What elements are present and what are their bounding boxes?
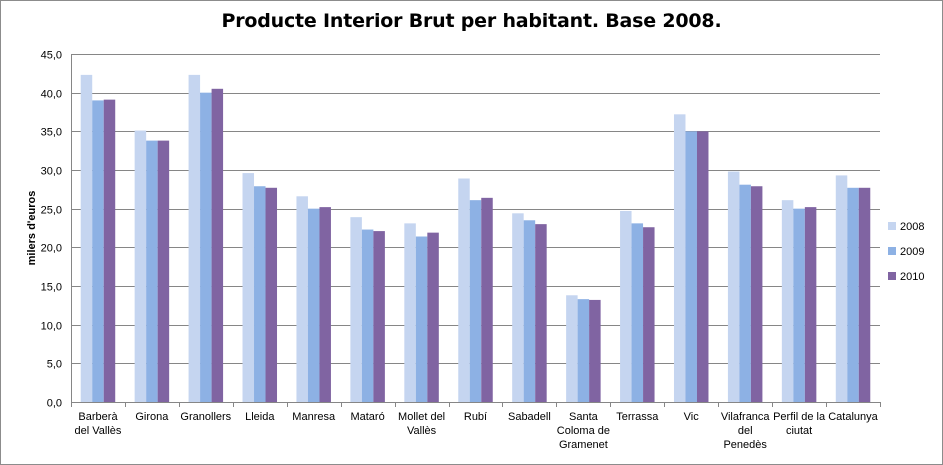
- bar-2009: [415, 236, 428, 402]
- bar-2008: [673, 114, 686, 402]
- x-tick-label: Santa: [569, 411, 599, 423]
- bar-2009: [92, 100, 104, 403]
- legend-swatch-2008: [888, 222, 896, 230]
- bar-2010: [265, 187, 278, 402]
- bar-2009: [146, 140, 158, 403]
- bar-2009: [254, 186, 266, 402]
- y-tick-label: 0,0: [47, 398, 62, 410]
- bar-2010: [589, 299, 601, 402]
- x-tick-label: Manresa: [292, 411, 336, 423]
- bar-2009: [469, 200, 482, 402]
- bar-2010: [750, 186, 763, 402]
- bar-2008: [188, 74, 201, 402]
- bar-2009: [577, 299, 590, 402]
- bar-2010: [804, 207, 817, 402]
- chart-title: Producte Interior Brut per habitant. Bas…: [221, 10, 722, 32]
- legend-label-2010: 2010: [900, 271, 924, 283]
- x-tick-label: del Vallès: [75, 425, 122, 437]
- legend-swatch-2009: [888, 247, 896, 255]
- bar-2008: [80, 74, 93, 402]
- x-tick-label: Girona: [135, 411, 169, 423]
- y-tick-label: 35,0: [41, 127, 62, 139]
- bar-2008: [566, 295, 578, 402]
- bar-2010: [103, 99, 116, 402]
- bar-2009: [793, 208, 805, 402]
- x-tick-label: Mollet del: [398, 411, 445, 423]
- y-tick-label: 30,0: [41, 166, 62, 178]
- bar-2009: [685, 131, 697, 402]
- bar-2008: [404, 223, 416, 402]
- bar-2009: [523, 220, 536, 402]
- x-tick-label: Rubí: [464, 411, 487, 423]
- bar-2008: [458, 178, 470, 402]
- legend-swatch-2010: [888, 272, 896, 280]
- bar-2008: [134, 130, 147, 402]
- bar-2010: [696, 131, 709, 402]
- x-tick-label: Lleida: [245, 411, 275, 423]
- x-tick-label: del: [738, 425, 753, 437]
- bar-2010: [427, 232, 439, 402]
- bar-2010: [858, 187, 871, 402]
- x-tick-label: Coloma de: [557, 425, 610, 437]
- x-tick-label: Penedès: [723, 439, 767, 451]
- y-tick-label: 40,0: [41, 89, 62, 101]
- bar-2009: [200, 92, 212, 403]
- x-tick-label: ciutat: [786, 425, 812, 437]
- x-tick-label: Mataró: [350, 411, 384, 423]
- bar-2008: [835, 175, 848, 402]
- x-tick-label: Vic: [684, 411, 700, 423]
- y-tick-label: 5,0: [47, 359, 62, 371]
- bar-2009: [307, 208, 320, 402]
- x-tick-label: Granollers: [180, 411, 231, 423]
- bar-2010: [319, 207, 331, 402]
- bar-2010: [535, 224, 547, 402]
- y-tick-label: 45,0: [41, 50, 62, 62]
- x-tick-label: Terrassa: [616, 411, 659, 423]
- bar-2010: [643, 227, 655, 402]
- bar-2008: [350, 217, 362, 402]
- bar-2009: [739, 184, 751, 402]
- bar-2009: [847, 187, 859, 402]
- legend-label-2009: 2009: [900, 246, 924, 258]
- x-tick-label: Gramenet: [559, 439, 608, 451]
- x-tick-label: Barberà: [78, 411, 118, 423]
- x-tick-label: Vilafranca: [721, 411, 771, 423]
- x-tick-label: Sabadell: [508, 411, 551, 423]
- bar-2008: [242, 173, 255, 402]
- legend-label-2008: 2008: [900, 221, 924, 233]
- bar-2010: [373, 231, 385, 402]
- bar-2008: [296, 196, 308, 402]
- bar-2009: [361, 229, 374, 402]
- bar-2008: [781, 200, 794, 402]
- bar-2008: [620, 210, 632, 402]
- bar-2010: [211, 88, 224, 403]
- bar-2009: [631, 223, 644, 402]
- bar-2010: [157, 140, 170, 403]
- bar-2008: [512, 213, 524, 402]
- y-tick-label: 15,0: [41, 282, 62, 294]
- x-tick-label: Catalunya: [828, 411, 878, 423]
- bar-2010: [481, 197, 493, 402]
- x-tick-label: Perfil de la: [773, 411, 826, 423]
- bar-2008: [727, 171, 740, 402]
- y-tick-label: 10,0: [41, 321, 62, 333]
- y-tick-label: 25,0: [41, 205, 62, 217]
- x-tick-label: Vallès: [407, 425, 437, 437]
- y-tick-label: 20,0: [41, 243, 62, 255]
